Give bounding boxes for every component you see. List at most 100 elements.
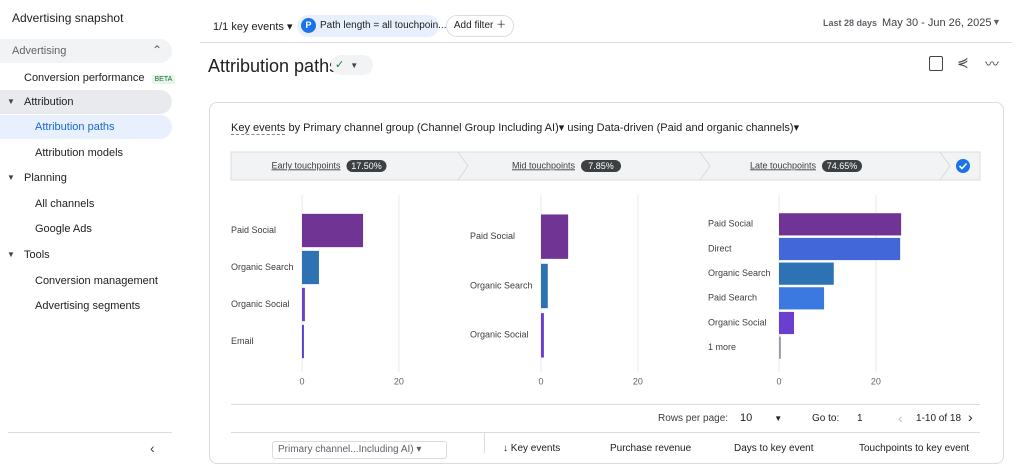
divider xyxy=(200,42,1012,43)
stage-label: Mid touchpoints xyxy=(512,160,576,170)
key-events-dropdown[interactable]: 1/1 key events ▾ xyxy=(213,21,293,33)
divider xyxy=(484,432,485,453)
check-mark xyxy=(958,162,968,170)
nav-item[interactable]: Conversion management xyxy=(35,275,158,287)
bar[interactable] xyxy=(302,324,304,359)
category-label: Organic Search xyxy=(470,280,533,290)
nav-item[interactable]: All channels xyxy=(35,198,95,210)
category-label: Paid Social xyxy=(470,231,515,241)
date-range[interactable]: May 30 - Jun 26, 2025 xyxy=(882,17,992,29)
date-dropdown[interactable]: ▼ xyxy=(992,17,1001,27)
dimension[interactable]: by Primary channel group (Channel Group … xyxy=(288,122,559,134)
bar[interactable] xyxy=(779,213,902,236)
bar[interactable] xyxy=(541,214,569,259)
bar[interactable] xyxy=(779,311,795,335)
bar[interactable] xyxy=(302,213,364,248)
column-header[interactable]: Touchpoints to key event xyxy=(859,443,970,454)
insights-icon[interactable]: 〰 xyxy=(985,56,999,72)
category-label: Paid Social xyxy=(231,225,276,235)
bar[interactable] xyxy=(541,313,544,358)
nav-group[interactable]: ▼ Attribution xyxy=(0,90,172,114)
category-label: Organic Search xyxy=(231,262,294,272)
x-tick-label: 0 xyxy=(299,376,304,386)
nav-item[interactable]: Google Ads xyxy=(35,223,92,235)
column-header[interactable]: Days to key event xyxy=(734,443,814,454)
expand-arrow: ▼ xyxy=(7,250,15,259)
nav-group[interactable]: ▼ Tools xyxy=(0,243,196,267)
filter-icon: P xyxy=(301,18,316,33)
bar[interactable] xyxy=(541,263,548,309)
stage-badge-text: 17.50% xyxy=(351,161,382,171)
bar[interactable] xyxy=(779,237,901,261)
prev-page[interactable]: ‹ xyxy=(898,410,903,426)
nav-label: Attribution xyxy=(24,96,74,108)
nav-item[interactable]: Attribution models xyxy=(35,147,124,159)
stage-badge xyxy=(581,160,621,172)
nav-label: Conversion performance xyxy=(24,72,145,84)
check-icon[interactable] xyxy=(956,159,970,173)
sidebar-title: Advertising snapshot xyxy=(12,11,124,25)
expand-arrow: ▼ xyxy=(7,173,15,182)
category-label: Email xyxy=(231,336,254,346)
category-label: Paid Social xyxy=(708,219,753,229)
stage-badge xyxy=(822,160,862,172)
collapse-sidebar[interactable]: ‹ xyxy=(150,440,155,456)
rows-select[interactable]: 10 ▼ xyxy=(740,412,783,424)
label: Add filter xyxy=(453,20,494,31)
x-tick-label: 0 xyxy=(538,376,543,386)
nav-item[interactable]: Advertising segments xyxy=(35,300,141,312)
section-header[interactable]: Advertising xyxy=(12,45,67,57)
card-description: Key events by Primary channel group (Cha… xyxy=(231,122,800,135)
collapse-icon[interactable]: ⌃ xyxy=(152,43,163,57)
category-label: Organic Social xyxy=(231,299,290,309)
bar[interactable] xyxy=(302,250,319,285)
rows-label: Rows per page: xyxy=(658,413,729,424)
badge: BETA xyxy=(151,75,176,84)
status-chip[interactable]: ✓ ▼ xyxy=(331,55,373,75)
stage-badge-text: 74.65% xyxy=(827,161,858,171)
category-label: Paid Search xyxy=(708,293,757,303)
category-label: Organic Social xyxy=(470,330,529,340)
chart-area: Early touchpoints 17.50% Mid touchpoints 7.… xyxy=(230,151,981,386)
page-range: 1-10 of 18 xyxy=(916,413,962,424)
metric[interactable]: Key events xyxy=(231,122,286,135)
category-label: Organic Search xyxy=(708,268,771,278)
stage-badge-text: 7.85% xyxy=(588,161,614,171)
filter-chip[interactable]: P Path length = all touchpoin... xyxy=(297,15,446,37)
add-filter[interactable]: Add filter ＋ xyxy=(446,15,514,37)
next-page[interactable]: › xyxy=(968,409,973,425)
nav-item[interactable]: Conversion performance BETA xyxy=(0,66,196,90)
stage-label: Early touchpoints xyxy=(271,160,341,170)
label: Key events xyxy=(510,443,561,454)
section-bg xyxy=(0,39,172,63)
label: 1/1 key events xyxy=(213,21,284,33)
bar[interactable] xyxy=(302,287,305,322)
bar[interactable] xyxy=(779,262,834,285)
x-tick-label: 20 xyxy=(633,376,643,386)
category-label: Direct xyxy=(708,243,732,253)
goto-input[interactable]: 1 xyxy=(857,413,863,424)
category-label: Organic Social xyxy=(708,317,767,327)
bar[interactable] xyxy=(779,336,781,359)
column-header[interactable]: ↓ Key events xyxy=(503,443,561,454)
share-icon[interactable]: ⋞ xyxy=(957,54,969,70)
page-title: Attribution paths xyxy=(208,56,339,76)
divider xyxy=(231,432,980,433)
page: Advertising snapshot Advertising ⌃ Conve… xyxy=(0,11,1012,464)
column-header[interactable]: Purchase revenue xyxy=(610,443,692,454)
divider xyxy=(231,404,980,405)
model[interactable]: using Data-driven (Paid and organic chan… xyxy=(567,122,794,134)
date-label: Last 28 days xyxy=(823,18,878,28)
bar[interactable] xyxy=(779,287,825,310)
notes-icon[interactable] xyxy=(929,56,943,71)
nav-label: Tools xyxy=(24,249,50,261)
nav-group[interactable]: ▼ Planning xyxy=(0,166,196,190)
goto-label: Go to: xyxy=(812,413,840,424)
x-tick-label: 0 xyxy=(776,376,781,386)
category-label: 1 more xyxy=(708,342,736,352)
nav-item-active[interactable]: Attribution paths xyxy=(0,115,172,139)
divider xyxy=(8,432,172,433)
rows-value: 10 xyxy=(740,412,753,424)
stage-label: Late touchpoints xyxy=(750,160,817,170)
dimension-select[interactable]: Primary channel...Including AI) ▾ xyxy=(272,441,447,459)
